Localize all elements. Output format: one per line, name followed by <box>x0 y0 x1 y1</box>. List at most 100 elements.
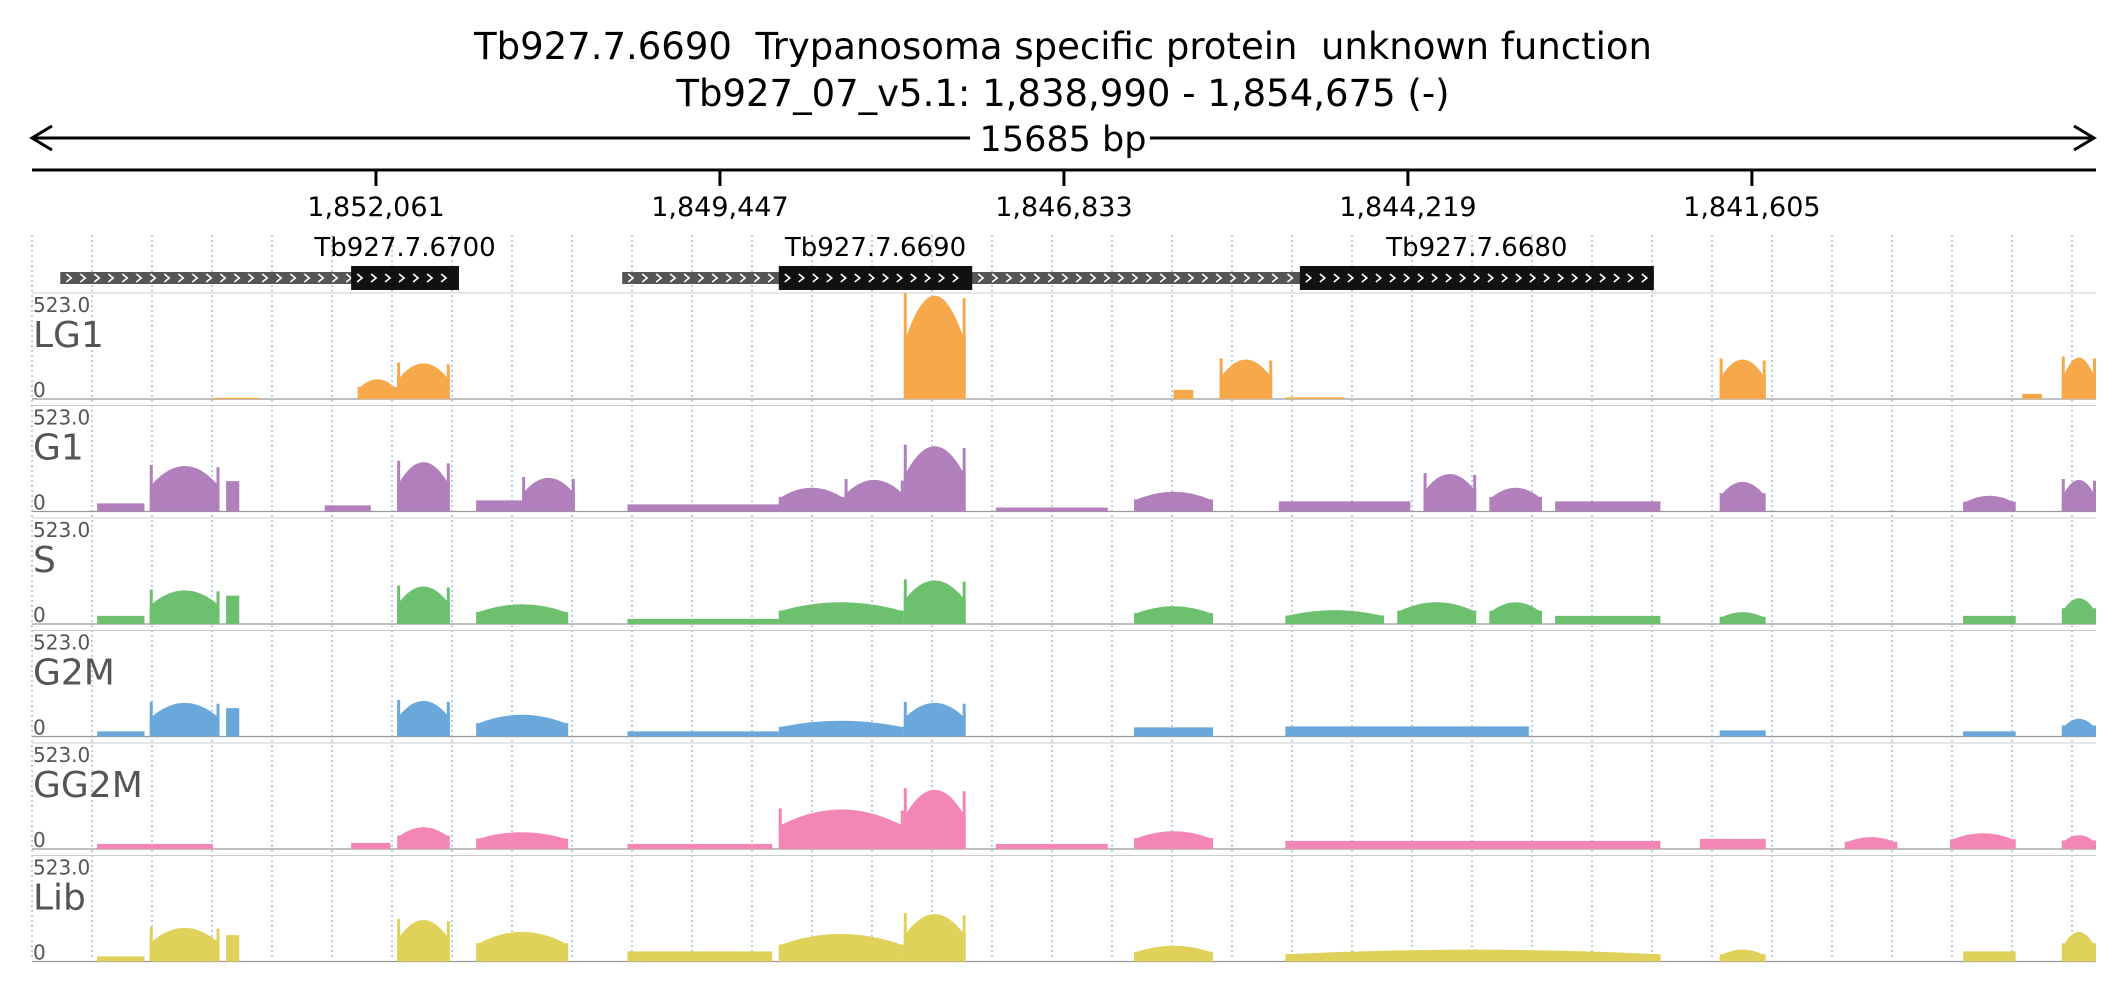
coverage-peak <box>476 931 569 962</box>
coverage-peak <box>397 920 450 962</box>
coverage-peak <box>97 956 145 962</box>
coverage-tracks: 523.0LG10523.0G10523.0S0523.0G2M0523.0GG… <box>32 292 2096 965</box>
strand-chevron <box>398 273 406 283</box>
strand-chevron <box>767 273 775 283</box>
span-ruler: 15685 bp <box>29 120 2097 160</box>
strand-chevron <box>79 273 87 283</box>
gene-feature: Tb927.7.6700 <box>60 233 496 290</box>
coverage-peak <box>149 702 220 737</box>
strand-chevron <box>205 273 213 283</box>
strand-chevron <box>1627 273 1635 283</box>
coverage-peak <box>324 505 371 512</box>
strand-chevron <box>896 273 904 283</box>
strand-chevron <box>1215 273 1223 283</box>
strand-chevron <box>753 273 761 283</box>
strand-chevron <box>1473 273 1481 283</box>
gene-label: Tb927.7.6680 <box>1385 233 1567 263</box>
strand-chevron <box>826 273 834 283</box>
strand-chevron <box>711 273 719 283</box>
strand-chevron <box>121 273 129 283</box>
strand-chevron <box>1173 273 1181 283</box>
coverage-peak <box>1963 615 2016 624</box>
coverage-peak <box>351 842 391 849</box>
x-tick-label: 1,852,061 <box>307 192 444 223</box>
strand-chevron <box>289 273 297 283</box>
track-s: 523.0S 0 <box>32 517 2096 627</box>
track-name: Lib <box>33 878 86 919</box>
strand-chevron <box>1319 273 1327 283</box>
strand-chevron <box>1501 273 1509 283</box>
coverage-peak <box>627 951 773 962</box>
strand-chevron <box>1557 273 1565 283</box>
coverage-peak <box>778 933 904 962</box>
strand-chevron <box>1459 273 1467 283</box>
track-ymax-label: 523.0 <box>33 856 90 880</box>
coverage-peak <box>357 379 398 399</box>
strand-chevron <box>219 273 227 283</box>
strand-chevron <box>1145 273 1153 283</box>
strand-chevron <box>412 273 420 283</box>
coverage-peak <box>1173 389 1194 399</box>
coverage-peak <box>1963 495 2016 512</box>
cds-bar <box>778 266 973 290</box>
strand-chevron <box>1613 273 1621 283</box>
strand-chevron <box>1333 273 1341 283</box>
span-label: 15685 bp <box>980 120 1147 160</box>
coverage-peak <box>226 935 240 962</box>
coverage-peak <box>1844 837 1898 849</box>
coverage-peak <box>627 618 779 624</box>
coverage-peak <box>1285 397 1345 399</box>
coverage-peak <box>1699 838 1766 849</box>
strand-chevron <box>1005 273 1013 283</box>
strand-chevron <box>840 273 848 283</box>
strand-chevron <box>812 273 820 283</box>
strand-chevron <box>233 273 241 283</box>
strand-chevron <box>303 273 311 283</box>
coverage-peak <box>2061 357 2096 399</box>
gridlines <box>31 235 2073 960</box>
strand-chevron <box>669 273 677 283</box>
coverage-peak <box>97 731 145 737</box>
x-tick-label: 1,846,833 <box>995 192 1132 223</box>
gene-label: Tb927.7.6690 <box>784 233 966 263</box>
coverage-peak <box>97 503 145 512</box>
x-tick-label: 1,849,447 <box>651 192 788 223</box>
coverage-peak <box>2061 598 2096 624</box>
strand-chevron <box>317 273 325 283</box>
strand-chevron <box>910 273 918 283</box>
coverage-peak <box>1719 481 1766 512</box>
coverage-peak <box>903 446 966 512</box>
coverage-peak <box>476 714 569 737</box>
strand-chevron <box>1131 273 1139 283</box>
coverage-peak <box>903 914 966 962</box>
strand-chevron <box>1347 273 1355 283</box>
strand-chevron <box>177 273 185 283</box>
strand-chevron <box>1103 273 1111 283</box>
coverage-peak <box>627 731 779 737</box>
strand-chevron <box>1257 273 1265 283</box>
strand-chevron <box>854 273 862 283</box>
strand-chevron <box>65 273 73 283</box>
track-name: G2M <box>33 653 115 694</box>
strand-chevron <box>924 273 932 283</box>
track-g1: 523.0G1 0 <box>32 405 2096 515</box>
coverage-peak <box>226 708 240 737</box>
chart-title: Tb927.7.6690 Trypanosoma specific protei… <box>473 25 1652 68</box>
strand-chevron <box>1487 273 1495 283</box>
strand-chevron <box>440 273 448 283</box>
strand-chevron <box>725 273 733 283</box>
strand-chevron <box>191 273 199 283</box>
coverage-peak <box>1719 612 1766 624</box>
coverage-peak <box>2061 835 2096 849</box>
strand-chevron <box>1403 273 1411 283</box>
strand-chevron <box>1445 273 1453 283</box>
strand-chevron <box>697 273 705 283</box>
coverage-peak <box>995 843 1108 849</box>
coverage-peak <box>97 615 145 624</box>
coverage-peak <box>97 843 213 849</box>
arrow-left-icon <box>29 124 53 152</box>
strand-chevron <box>135 273 143 283</box>
